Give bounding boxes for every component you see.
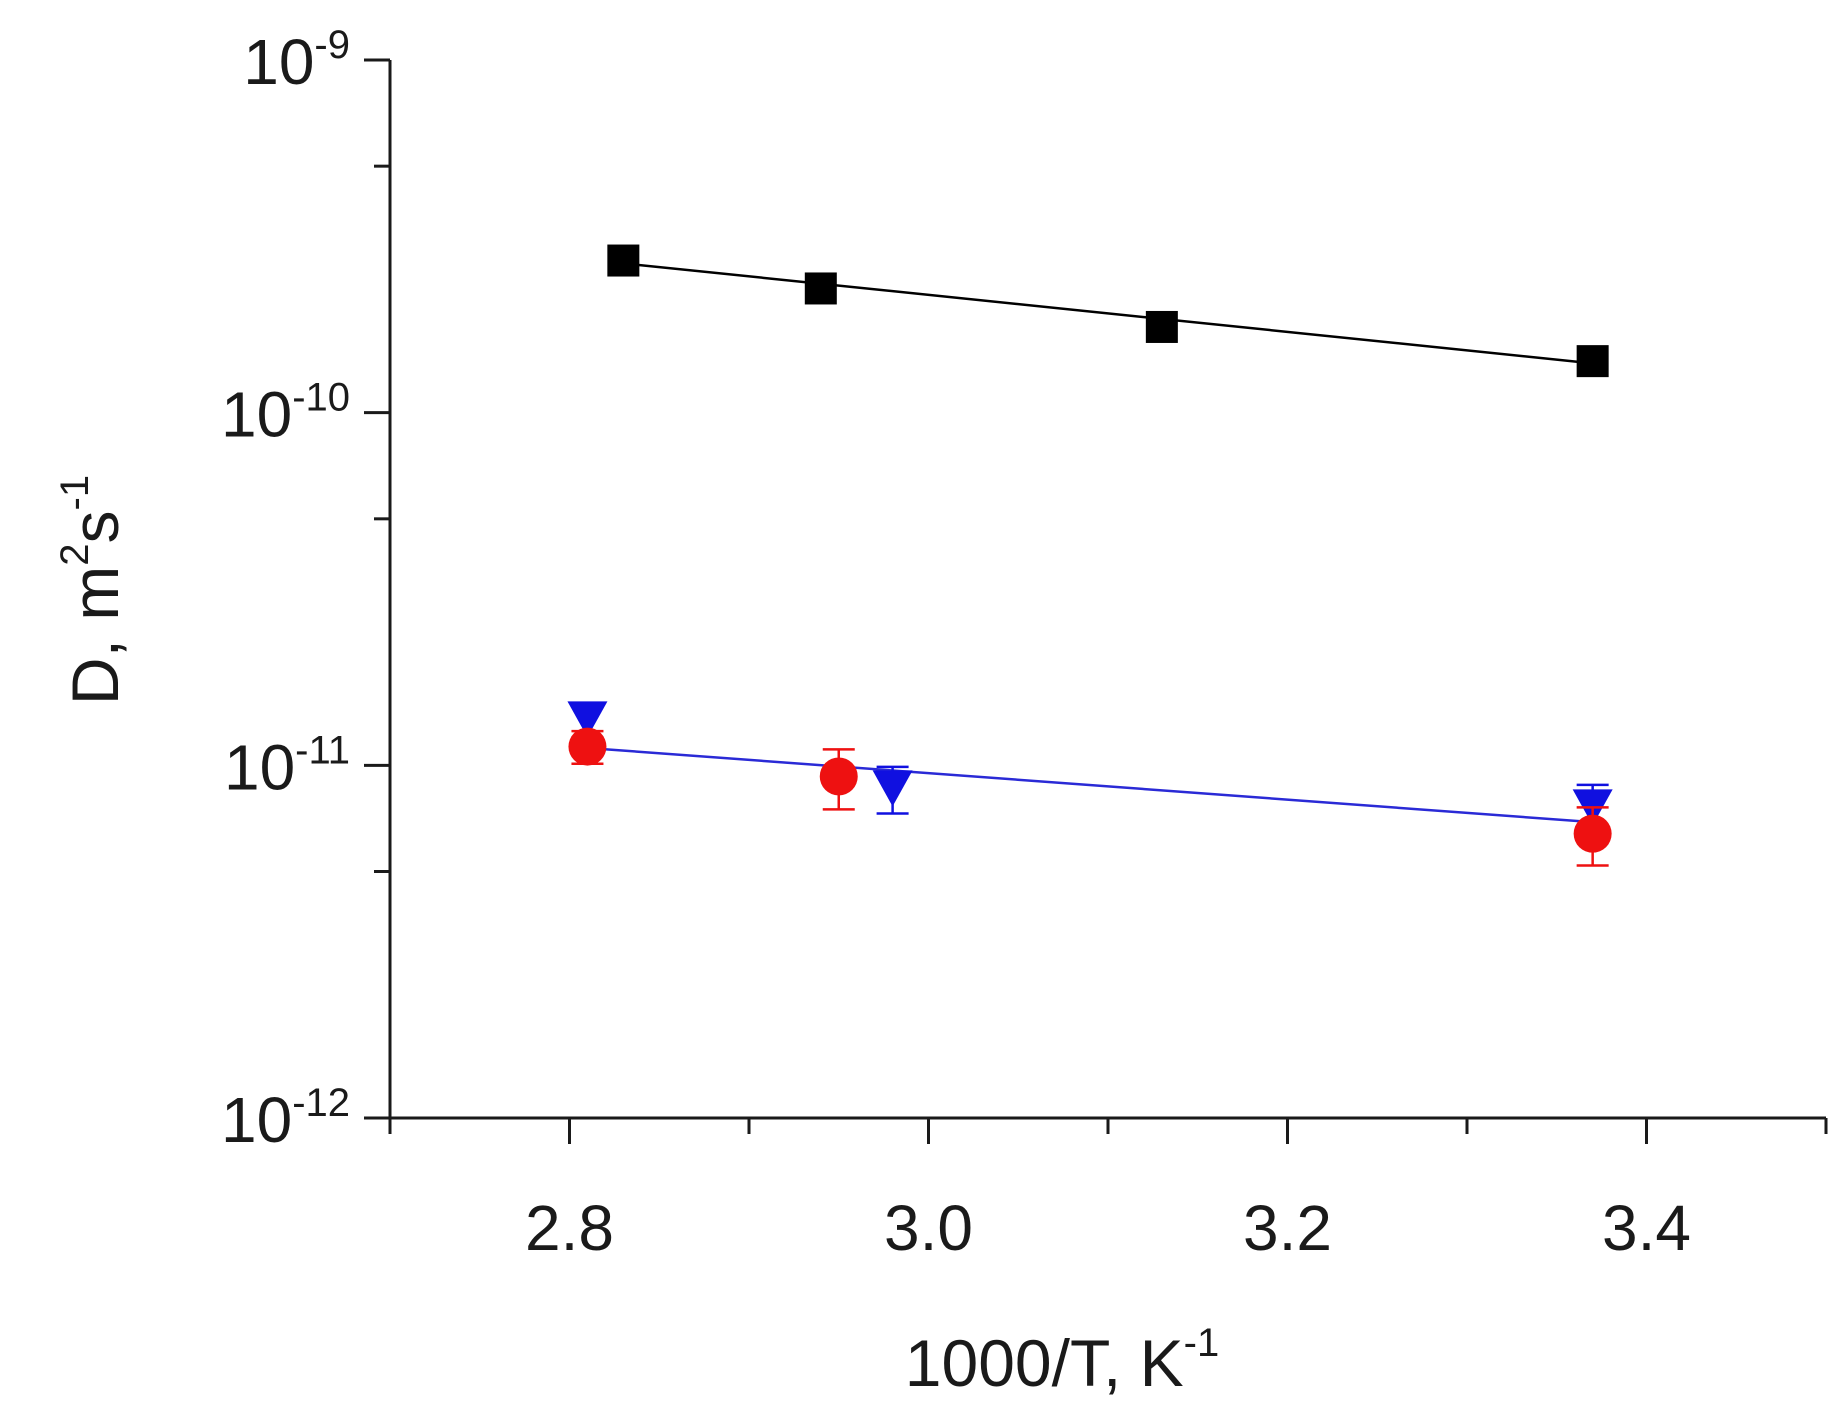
y-tick-label-exponent: -10	[292, 376, 350, 420]
y-axis-title: D, m2s-1	[53, 475, 132, 705]
data-point-square	[1576, 345, 1609, 378]
y-tick-label-exponent: -9	[314, 23, 350, 67]
x-tick-label: 3.2	[1243, 1192, 1332, 1264]
data-point-square	[804, 272, 837, 305]
y-tick-label-base: 10	[221, 379, 292, 451]
y-tick-label-base: 10	[243, 26, 314, 98]
data-point-triangle	[567, 701, 608, 738]
x-tick-label: 3.4	[1602, 1192, 1691, 1264]
fit-line	[623, 262, 1593, 365]
x-tick-label: 2.8	[525, 1192, 614, 1264]
y-tick-label: 10-11	[224, 728, 350, 803]
x-axis-title: 1000/T, K-1	[905, 1321, 1219, 1400]
y-tick-label: 10-12	[221, 1081, 350, 1156]
y-tick-label-base: 10	[224, 731, 295, 803]
fit-line	[587, 746, 1593, 824]
data-point-circle	[819, 757, 858, 796]
x-tick-label: 3.0	[884, 1192, 973, 1264]
data-series	[567, 244, 1613, 867]
y-tick-label: 10-9	[243, 23, 350, 98]
y-tick-label-exponent: -11	[295, 728, 350, 772]
data-point-square	[1145, 310, 1178, 343]
series-blue-triangles	[567, 701, 1613, 835]
ticks	[364, 58, 1828, 1144]
data-point-square	[607, 244, 640, 277]
series-black-squares	[607, 244, 1609, 378]
y-tick-label: 10-10	[221, 376, 350, 451]
data-point-circle	[568, 727, 607, 766]
y-tick-label-exponent: -12	[292, 1081, 350, 1125]
axes	[388, 60, 1826, 1120]
y-tick-label-base: 10	[221, 1084, 292, 1156]
series-red-circles	[568, 727, 1612, 867]
fit-lines	[587, 262, 1593, 824]
data-point-triangle	[872, 770, 913, 807]
data-point-circle	[1573, 814, 1612, 853]
